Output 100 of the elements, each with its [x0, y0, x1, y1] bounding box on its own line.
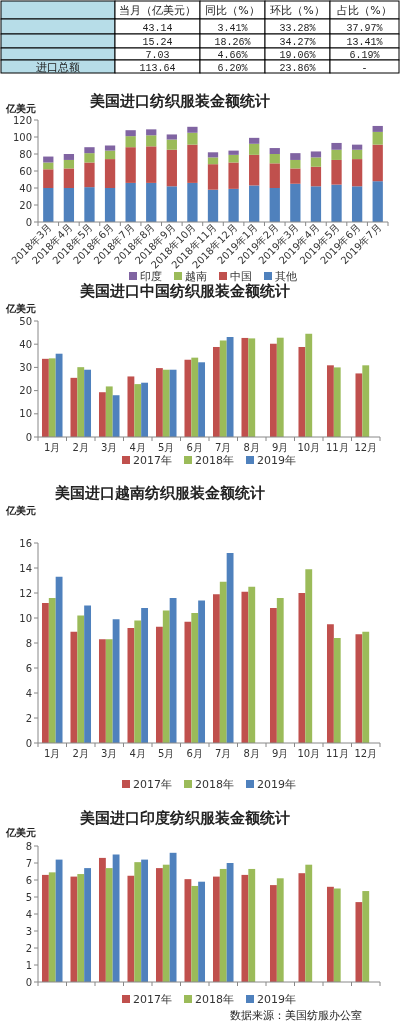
bar: [241, 337, 249, 437]
bar: [269, 188, 280, 222]
bar: [169, 852, 177, 982]
bar: [248, 868, 256, 982]
bar: [191, 885, 199, 982]
bar: [169, 598, 177, 743]
bar: [63, 159, 75, 169]
bar: [146, 129, 157, 136]
y-tick-label: 4: [25, 908, 32, 920]
bar: [127, 376, 135, 437]
legend-label: 2019年: [257, 993, 296, 1006]
bar: [104, 145, 116, 151]
bar: [310, 166, 322, 187]
category-label: 环比（%）: [270, 4, 325, 17]
text: 7.03: [145, 50, 170, 61]
bar: [48, 598, 56, 743]
bar: [84, 187, 95, 222]
bar: [48, 358, 56, 437]
bar: [155, 868, 163, 982]
text: 19.06%: [279, 50, 316, 61]
bar: [351, 159, 363, 187]
legend-label: 2019年: [257, 454, 296, 467]
bar: [134, 862, 142, 982]
bar: [269, 608, 277, 743]
bar: [141, 382, 149, 437]
bar: [134, 620, 142, 743]
bar: [355, 373, 363, 437]
bar: [141, 859, 149, 982]
legend-label: 其他: [275, 270, 297, 283]
bar: [77, 367, 85, 437]
y-axis-title: 亿美元: [5, 505, 36, 516]
bar: [104, 188, 116, 222]
x-tick-label: 12月: [354, 748, 378, 759]
bar: [187, 132, 198, 145]
bar: [310, 186, 322, 222]
text: 15.24: [142, 37, 173, 48]
bar: [187, 126, 198, 133]
text: 34.27%: [279, 37, 316, 48]
bar: [298, 593, 306, 743]
x-tick-label: 6月: [186, 442, 203, 453]
bar: [70, 631, 78, 743]
bar: [162, 610, 170, 743]
bar: [219, 340, 227, 437]
category-label: 同比（%）: [205, 4, 260, 17]
bar: [43, 156, 54, 163]
x-tick-label: 10月: [297, 442, 321, 453]
bar: [134, 384, 142, 437]
bar: [248, 586, 256, 743]
x-tick-label: 7月: [215, 442, 232, 453]
category-label: 占比（%）: [337, 4, 392, 17]
bar: [184, 359, 192, 437]
y-tick-label: 0: [25, 976, 32, 988]
x-tick-label: 4月: [129, 442, 146, 453]
y-tick-label: 10: [19, 612, 32, 624]
text: 43.14: [142, 22, 173, 34]
y-tick-label: 16: [19, 537, 32, 549]
bar: [198, 362, 206, 437]
y-tick-label: 5: [25, 891, 32, 903]
chart-title: 美国进口印度纺织服装金额统计: [79, 809, 290, 827]
bar: [226, 553, 234, 743]
bar: [326, 365, 334, 437]
bar: [207, 164, 219, 190]
x-tick-label: 12月: [354, 442, 378, 453]
x-tick-label: 5月: [158, 748, 175, 759]
bar: [331, 159, 342, 185]
x-tick-label: 1月: [44, 748, 61, 759]
bar: [162, 369, 170, 437]
bar: [228, 162, 239, 189]
bar: [290, 168, 301, 184]
bar: [105, 639, 113, 743]
y-tick-label: 60: [19, 165, 32, 177]
bar: [146, 135, 157, 147]
x-tick-label: 9月: [272, 442, 289, 453]
bar: [125, 147, 136, 183]
bar: [355, 902, 363, 982]
x-tick-label: 3月: [101, 442, 118, 453]
bar: [331, 142, 342, 150]
x-tick-label: 9月: [272, 748, 289, 759]
bar: [305, 569, 313, 743]
bar: [355, 634, 363, 743]
legend-label: 2017年: [133, 778, 172, 791]
bar: [269, 148, 280, 154]
bar: [84, 369, 92, 437]
bar: [166, 139, 177, 150]
bar: [55, 576, 63, 743]
bar: [77, 874, 85, 982]
x-tick-label: 10月: [297, 748, 321, 759]
bar: [125, 136, 136, 148]
bar: [372, 131, 383, 145]
legend-label: 2017年: [133, 993, 172, 1006]
bar: [127, 875, 135, 982]
bar: [198, 881, 206, 982]
bar: [226, 337, 234, 437]
bar: [351, 149, 363, 160]
bar: [55, 353, 63, 437]
text: 23.86%: [279, 62, 316, 74]
bar: [362, 631, 370, 743]
bar: [166, 134, 177, 140]
bar: [104, 159, 116, 188]
bar: [248, 338, 256, 437]
